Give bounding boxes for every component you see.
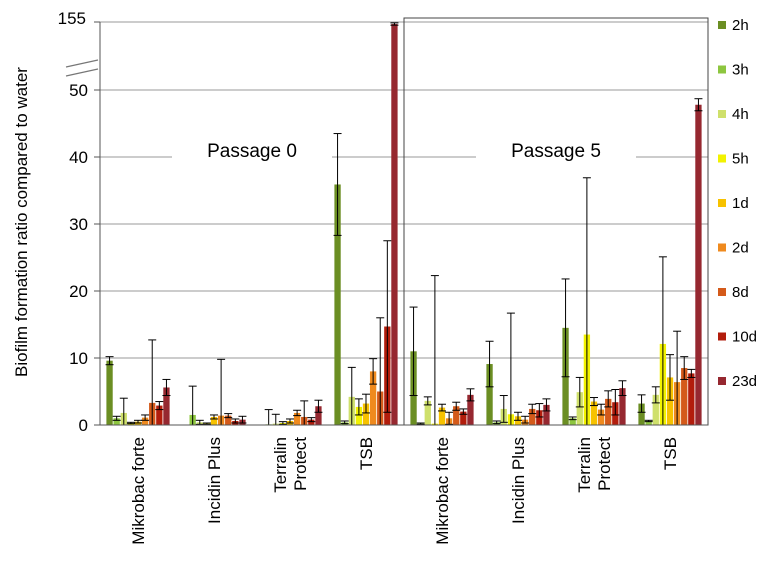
- bar-4h-group-7: [652, 394, 659, 425]
- bar-8d-group-6: [605, 398, 612, 425]
- category-label: TSB: [357, 437, 376, 470]
- legend-label: 5h: [732, 151, 749, 168]
- legend: 2h 3h 4h 5h 1d 2d 8d 10d 23d: [718, 17, 757, 390]
- legend-swatch-5h: [718, 154, 726, 163]
- bar-3h-group-7: [645, 420, 652, 425]
- bar-3h-group-0: [113, 418, 120, 425]
- legend-label: 10d: [732, 329, 757, 346]
- category-label-group: TSB: [357, 437, 376, 470]
- category-label: TSB: [661, 437, 680, 470]
- legend-label: 23d: [732, 373, 757, 390]
- bar-10d-group-7: [688, 373, 695, 425]
- bar-4h-group-4: [424, 400, 431, 425]
- y-break-top-label: 155: [58, 9, 86, 28]
- error-bars: [105, 22, 703, 426]
- bar-23d-group-3: [391, 24, 398, 425]
- panel-label-bg: [476, 133, 636, 167]
- category-label-group: Mikrobac forte: [433, 437, 452, 545]
- category-label: Mikrobac forte: [433, 437, 452, 545]
- bar-2d-group-2: [293, 412, 301, 425]
- bar-8d-group-7: [681, 368, 688, 425]
- bar-23d-group-6: [619, 388, 626, 425]
- bar-1d-group-1: [210, 416, 218, 425]
- bar-23d-group-0: [163, 387, 170, 425]
- category-label: Mikrobac forte: [129, 437, 148, 545]
- bar-8d-group-1: [225, 415, 232, 425]
- y-tick-label: 50: [69, 81, 88, 100]
- category-label-group: TSB: [661, 437, 680, 470]
- legend-label: 8d: [732, 284, 749, 301]
- category-label-group: Mikrobac forte: [129, 437, 148, 545]
- category-label: Terralin: [575, 437, 594, 493]
- legend-label: 4h: [732, 106, 749, 123]
- panel-labels: Passage 0 Passage 5: [172, 133, 636, 167]
- legend-label: 2h: [732, 17, 749, 34]
- legend-swatch-1d: [718, 199, 726, 207]
- bar-8d-group-5: [529, 408, 536, 425]
- legend-swatch-23d: [718, 377, 726, 385]
- bar-2d-group-3: [369, 371, 377, 425]
- y-tick-label: 30: [69, 215, 88, 234]
- panel-label-bg: [172, 133, 332, 167]
- legend-label: 2d: [732, 240, 749, 257]
- bar-3h-group-6: [569, 418, 576, 425]
- bar-10d-group-0: [156, 405, 163, 425]
- category-label: Terralin: [271, 437, 290, 493]
- bar-23d-group-4: [467, 394, 474, 425]
- bar-2d-group-6: [597, 409, 605, 425]
- legend-swatch-4h: [718, 110, 726, 118]
- category-labels: Mikrobac forte Incidin Plus Terralin Protec…: [129, 437, 680, 545]
- bar-1d-group-7: [666, 377, 674, 425]
- category-label-group: Terralin Protect: [271, 437, 310, 493]
- y-tick-label: 20: [69, 282, 88, 301]
- bar-8d-group-4: [453, 406, 460, 425]
- bar-23d-group-2: [315, 406, 322, 425]
- bar-1d-group-6: [590, 401, 598, 425]
- y-tick-label: 10: [69, 349, 88, 368]
- bar-23d-group-5: [543, 404, 550, 425]
- panel-label: Passage 0: [207, 141, 297, 162]
- bar-1d-group-3: [362, 403, 370, 425]
- y-axis-label: Biofilm formation ratio compared to wate…: [12, 67, 31, 377]
- legend-swatch-2h: [718, 21, 726, 29]
- bar-4h-group-6: [576, 392, 583, 425]
- category-label: Incidin Plus: [205, 437, 224, 524]
- bar-10d-group-4: [460, 411, 467, 425]
- legend-swatch-3h: [718, 65, 726, 74]
- legend-swatch-8d: [718, 288, 726, 296]
- legend-swatch-2d: [718, 243, 726, 252]
- bar-5h-group-3: [355, 406, 363, 425]
- bar-23d-group-7: [695, 104, 702, 426]
- bar-2h-group-3: [334, 184, 341, 425]
- bar-2h-group-7: [638, 403, 645, 425]
- bar-1d-group-4: [438, 407, 446, 425]
- bar-10d-group-5: [536, 410, 543, 425]
- axis-break-mark: [65, 68, 99, 77]
- category-label: Protect: [291, 437, 310, 491]
- bar-2h-group-5: [486, 364, 493, 425]
- panel-label: Passage 5: [511, 141, 601, 162]
- bar-2h-group-0: [106, 360, 113, 425]
- y-tick-label: 0: [79, 416, 88, 435]
- bar-10d-group-2: [308, 419, 315, 425]
- category-label: Protect: [595, 437, 614, 491]
- axis-break-mark: [65, 59, 99, 68]
- category-label-group: Incidin Plus: [509, 437, 528, 524]
- legend-label: 1d: [732, 195, 749, 212]
- category-label: Incidin Plus: [509, 437, 528, 524]
- y-tick-label: 40: [69, 148, 88, 167]
- category-label-group: Terralin Protect: [575, 437, 614, 493]
- category-label-group: Incidin Plus: [205, 437, 224, 524]
- bar-2d-group-0: [141, 417, 149, 425]
- legend-swatch-10d: [718, 332, 726, 341]
- y-axis: 0 10 20 30 40 50 155: [58, 9, 708, 435]
- legend-label: 3h: [732, 62, 749, 79]
